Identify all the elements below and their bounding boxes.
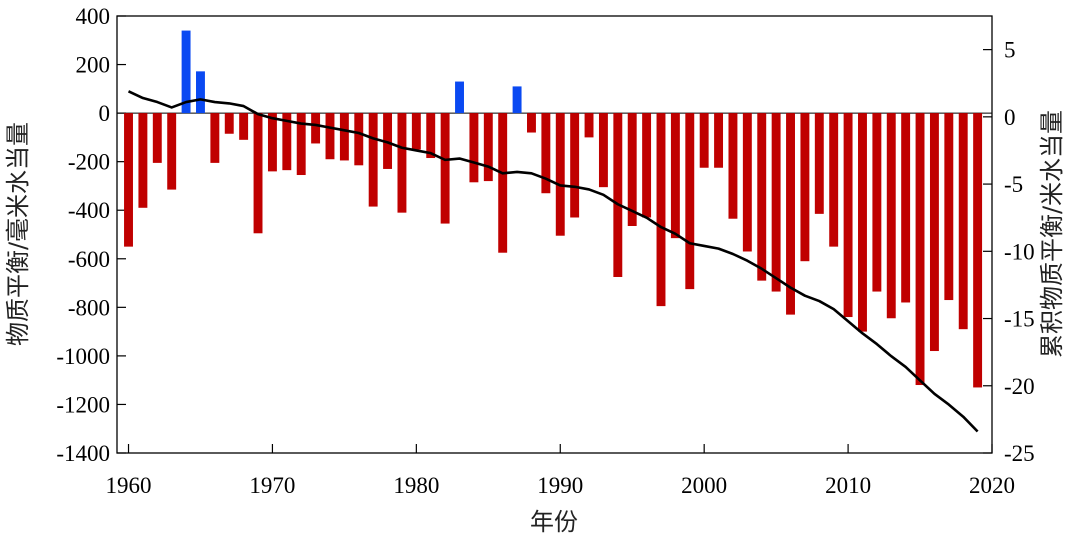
bar-1975 bbox=[339, 113, 349, 161]
bar-1978 bbox=[383, 113, 393, 169]
x-tick-label: 2010 bbox=[825, 473, 871, 498]
bar-1984 bbox=[469, 113, 479, 183]
x-tick-label: 2000 bbox=[681, 473, 727, 498]
bar-1985 bbox=[483, 113, 493, 182]
cumulative-balance-line bbox=[127, 90, 979, 433]
bar-1965 bbox=[196, 71, 205, 114]
bar-1970 bbox=[267, 113, 277, 172]
bar-1980 bbox=[411, 113, 421, 150]
left-tick-label: -600 bbox=[68, 247, 110, 272]
bar-1962 bbox=[152, 113, 162, 163]
bar-1988 bbox=[527, 113, 536, 133]
x-axis: 1960 1970 1980 1990 2000 2010 2020 bbox=[106, 444, 1015, 498]
bar-2012 bbox=[872, 113, 882, 292]
bar-1989 bbox=[541, 113, 551, 194]
bar-1973 bbox=[311, 113, 321, 144]
bar-1968 bbox=[239, 113, 249, 140]
bar-2008 bbox=[814, 113, 824, 214]
bar-1983 bbox=[455, 81, 464, 114]
bar-1998 bbox=[670, 113, 680, 239]
right-tick-label: 5 bbox=[1004, 38, 1016, 63]
bar-1981 bbox=[426, 113, 436, 159]
left-tick-label: -800 bbox=[68, 295, 110, 320]
bar-2002 bbox=[728, 113, 738, 219]
bar-1996 bbox=[642, 113, 652, 218]
bar-1976 bbox=[354, 113, 364, 166]
bar-2019 bbox=[973, 113, 983, 388]
left-tick-label: -200 bbox=[68, 150, 110, 175]
bar-1977 bbox=[368, 113, 378, 207]
bar-2016 bbox=[929, 113, 939, 352]
x-tick-label: 1990 bbox=[537, 473, 583, 498]
right-tick-label: -5 bbox=[1004, 172, 1023, 197]
bar-2013 bbox=[886, 113, 896, 319]
bar-1999 bbox=[685, 113, 695, 290]
bar-1972 bbox=[296, 113, 306, 176]
bar-1967 bbox=[224, 113, 234, 134]
left-tick-label: 200 bbox=[76, 53, 111, 78]
bar-1971 bbox=[282, 113, 292, 171]
bar-1995 bbox=[627, 113, 637, 226]
bar-2014 bbox=[901, 113, 911, 303]
left-tick-label: 0 bbox=[99, 101, 111, 126]
bar-1990 bbox=[555, 113, 565, 236]
bar-2017 bbox=[944, 113, 954, 301]
left-tick-label: -1400 bbox=[56, 441, 110, 466]
bar-1987 bbox=[512, 86, 522, 114]
bar-2015 bbox=[915, 113, 925, 386]
left-tick-label: -400 bbox=[68, 198, 110, 223]
x-tick-label: 1980 bbox=[393, 473, 439, 498]
right-tick-label: -20 bbox=[1004, 374, 1035, 399]
bar-2000 bbox=[699, 113, 709, 168]
bar-1969 bbox=[253, 113, 263, 234]
bar-1994 bbox=[613, 113, 623, 277]
bar-2006 bbox=[786, 113, 795, 315]
left-tick-label: -1000 bbox=[56, 344, 110, 369]
bar-1974 bbox=[325, 113, 335, 160]
bar-2018 bbox=[958, 113, 968, 330]
bar-2001 bbox=[714, 113, 724, 168]
bar-1997 bbox=[656, 113, 666, 307]
x-tick-label: 1960 bbox=[106, 473, 152, 498]
bar-2007 bbox=[800, 113, 810, 262]
x-tick-label: 1970 bbox=[249, 473, 295, 498]
bar-2011 bbox=[858, 113, 867, 332]
left-axis-title: 物质平衡/毫米水当量 bbox=[4, 122, 32, 346]
bar-2005 bbox=[771, 113, 781, 292]
right-tick-label: -15 bbox=[1004, 307, 1035, 332]
x-tick-label: 2020 bbox=[969, 473, 1015, 498]
bar-2004 bbox=[757, 113, 767, 281]
bar-1982 bbox=[440, 113, 450, 224]
right-tick-label: -10 bbox=[1004, 239, 1035, 264]
right-tick-label: -25 bbox=[1004, 441, 1035, 466]
left-tick-label: -1200 bbox=[56, 392, 110, 417]
left-axis: 400 200 0 -200 -400 -600 -800 -1000 -1200 -1400 bbox=[56, 4, 126, 466]
bar-1966 bbox=[210, 113, 220, 163]
right-axis: 5 0 -5 -10 -15 -20 -25 bbox=[983, 38, 1035, 466]
bar-1961 bbox=[138, 113, 148, 208]
right-axis-title: 累积物质平衡/米水当量 bbox=[1038, 110, 1066, 358]
annual-balance-bars bbox=[124, 30, 983, 388]
right-tick-label: 0 bbox=[1004, 105, 1016, 130]
bar-1986 bbox=[498, 113, 508, 253]
bar-1964 bbox=[181, 30, 191, 114]
left-tick-label: 400 bbox=[76, 4, 111, 29]
bar-1992 bbox=[584, 113, 594, 138]
bar-2010 bbox=[843, 113, 853, 318]
bar-1979 bbox=[397, 113, 407, 213]
bar-1991 bbox=[570, 113, 580, 218]
x-axis-title: 年份 bbox=[530, 508, 578, 536]
bar-2003 bbox=[742, 113, 752, 252]
bar-1960 bbox=[124, 113, 133, 247]
bar-1963 bbox=[167, 113, 177, 190]
bar-1993 bbox=[598, 113, 608, 188]
bar-2009 bbox=[829, 113, 839, 247]
